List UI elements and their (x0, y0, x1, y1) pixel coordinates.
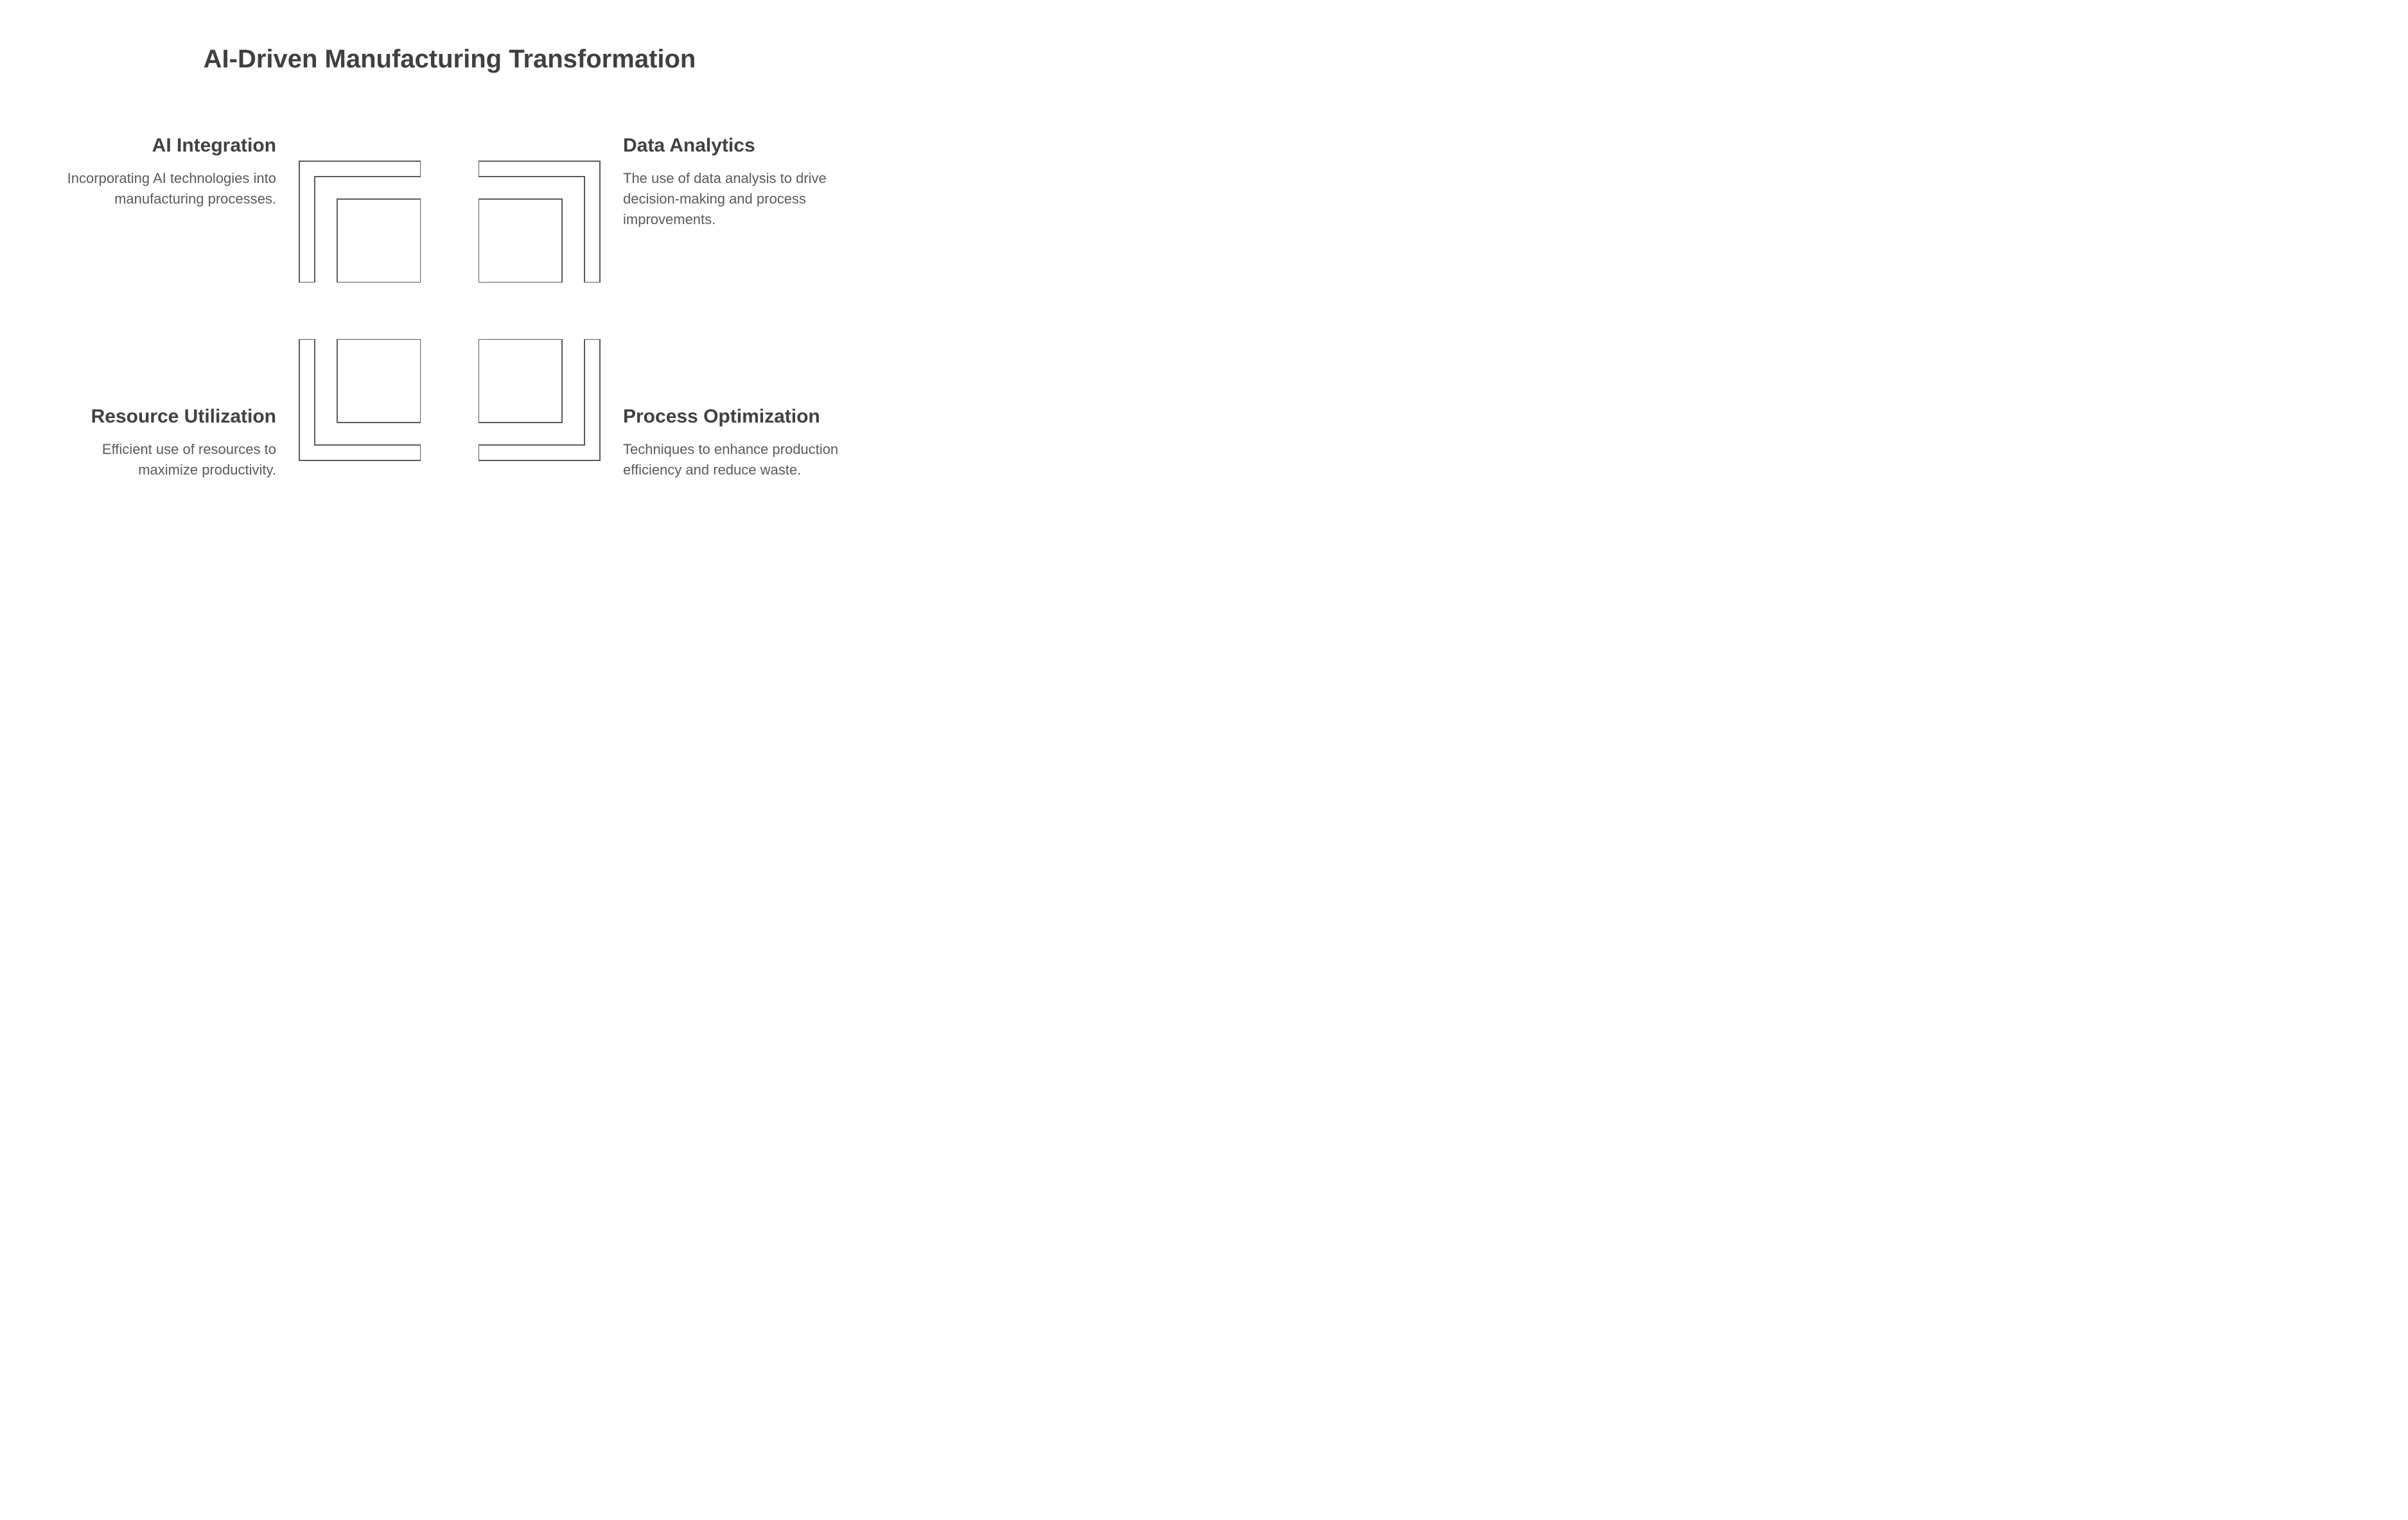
quad-desc-br: Techniques to enhance production efficie… (623, 439, 854, 480)
quad-title-bl: Resource Utilization (45, 406, 276, 428)
quadrant-process-optimization: Process Optimization Techniques to enhan… (623, 406, 854, 480)
quadrant-data-analytics: Data Analytics The use of data analysis … (623, 135, 854, 230)
bracket-br-icon (479, 339, 601, 461)
center-diagram (299, 161, 601, 462)
bracket-tr-icon (479, 161, 601, 283)
quadrant-resource-utilization: Resource Utilization Efficient use of re… (45, 406, 276, 480)
quad-desc-tr: The use of data analysis to drive decisi… (623, 168, 854, 230)
bracket-bl-icon (299, 339, 421, 461)
bracket-tl-icon (299, 161, 421, 283)
quad-title-tl: AI Integration (45, 135, 276, 157)
quadrant-ai-integration: AI Integration Incorporating AI technolo… (45, 135, 276, 209)
quad-title-tr: Data Analytics (623, 135, 854, 157)
quad-title-br: Process Optimization (623, 406, 854, 428)
quad-desc-bl: Efficient use of resources to maximize p… (45, 439, 276, 480)
quad-desc-tl: Incorporating AI technologies into manuf… (45, 168, 276, 209)
page-title: AI-Driven Manufacturing Transformation (0, 45, 899, 74)
